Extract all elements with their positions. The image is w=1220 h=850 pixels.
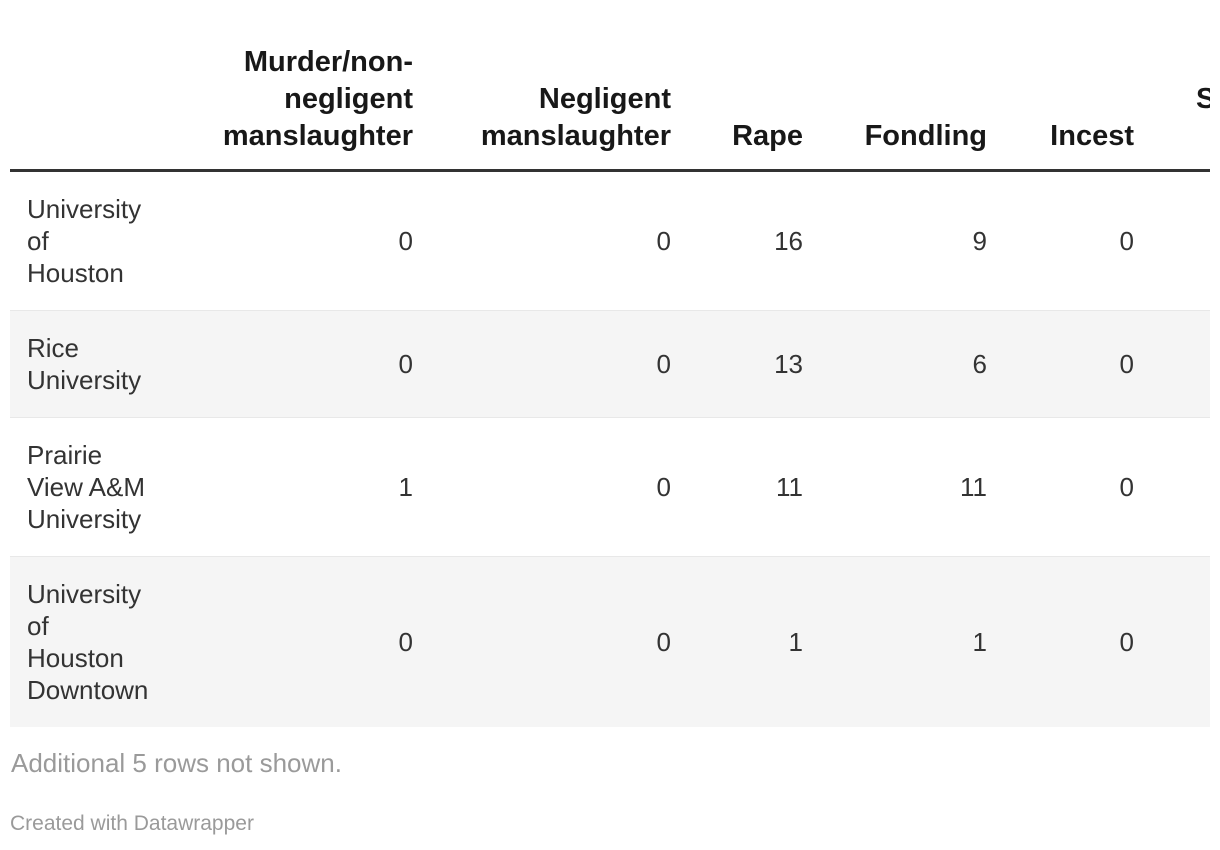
cell (1134, 557, 1210, 728)
cell (1134, 418, 1210, 557)
column-header-incest[interactable]: Incest (987, 0, 1134, 172)
table-row: Prairie View A&M University 1 0 11 11 0 (10, 417, 1210, 557)
cell: 0 (656, 472, 671, 502)
column-header-murder-manslaughter[interactable]: Murder/non- negligent manslaughter (200, 0, 413, 172)
datawrapper-attribution-link[interactable]: Created with Datawrapper (10, 812, 254, 835)
column-header-institution (10, 0, 200, 172)
cell: 13 (774, 349, 803, 379)
cell (1134, 311, 1210, 418)
table-row: University of Houston Downtown 0 0 1 1 0 (10, 556, 1210, 728)
table-row: University of Houston 0 0 16 9 0 (10, 170, 1210, 311)
column-header-fondling[interactable]: Fondling (803, 0, 987, 172)
cell: 0 (398, 627, 413, 657)
row-label: University of Houston (27, 194, 142, 288)
cell: 1 (788, 627, 803, 657)
column-header-clipped[interactable]: S (1134, 0, 1210, 172)
row-label: University of Houston Downtown (27, 579, 149, 705)
column-header-negligent-manslaughter[interactable]: Negligent manslaughter (413, 0, 671, 172)
row-label: Prairie View A&M University (27, 440, 146, 534)
cell: 0 (1119, 226, 1134, 256)
cell: 1 (398, 472, 413, 502)
cell: 6 (972, 349, 987, 379)
column-header-rape[interactable]: Rape (671, 0, 803, 172)
crime-statistics-table: Murder/non- negligent manslaughter Negli… (10, 0, 1210, 727)
cell: 1 (972, 627, 987, 657)
cell: 11 (960, 472, 987, 502)
cell: 16 (774, 226, 803, 256)
cell (1134, 171, 1210, 311)
cell: 0 (656, 226, 671, 256)
cell: 0 (398, 349, 413, 379)
cell: 0 (1119, 627, 1134, 657)
cell: 11 (776, 472, 803, 502)
cell: 0 (398, 226, 413, 256)
header-row: Murder/non- negligent manslaughter Negli… (10, 0, 1210, 172)
cell: 0 (1119, 472, 1134, 502)
cell: 0 (656, 349, 671, 379)
rows-not-shown-note: Additional 5 rows not shown. (11, 748, 342, 778)
table-row: Rice University 0 0 13 6 0 (10, 310, 1210, 418)
table-body: University of Houston 0 0 16 9 0 Rice Un… (10, 170, 1210, 728)
cell: 0 (656, 627, 671, 657)
table-header: Murder/non- negligent manslaughter Negli… (10, 0, 1210, 172)
cell: 9 (972, 226, 987, 256)
cell: 0 (1119, 349, 1134, 379)
table-scroll-container[interactable]: Murder/non- negligent manslaughter Negli… (10, 0, 1210, 727)
row-label: Rice University (27, 333, 142, 395)
